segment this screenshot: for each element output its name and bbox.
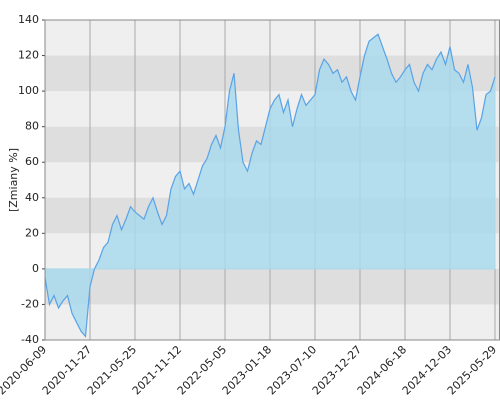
- y-tick-label: 20: [25, 226, 39, 239]
- line: [44, 33, 496, 338]
- y-tick-label: 60: [25, 155, 39, 168]
- y-tick-label: -20: [21, 297, 39, 310]
- y-tick-label: 100: [18, 84, 39, 97]
- y-tick-label: -40: [21, 333, 39, 346]
- y-tick-label: 0: [32, 262, 39, 275]
- y-tick-label: 40: [25, 191, 39, 204]
- grid-band: [45, 268, 500, 305]
- y-tick-label: 140: [18, 13, 39, 26]
- y-tick-label: 80: [25, 120, 39, 133]
- y-axis-label: [Zmiany %]: [7, 148, 20, 212]
- y-tick-label: 120: [18, 49, 39, 62]
